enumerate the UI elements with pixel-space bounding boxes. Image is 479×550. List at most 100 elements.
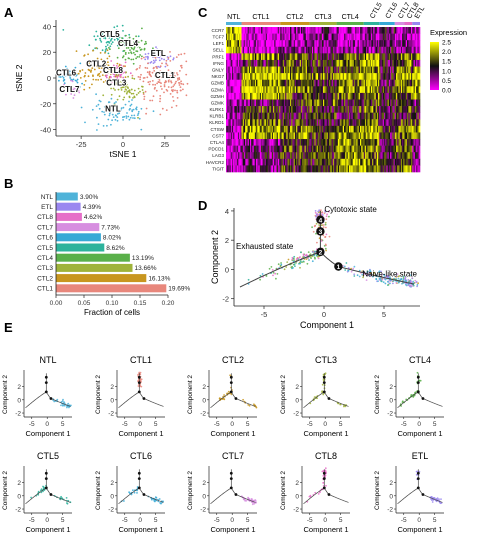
trajectory-point-ntl — [410, 274, 412, 276]
heatmap-cell — [376, 158, 379, 166]
heatmap-cell — [242, 99, 245, 107]
heatmap-cell — [266, 106, 269, 113]
tsne-point-ctl3 — [128, 89, 131, 92]
trajectory-point-ctl6 — [358, 269, 361, 272]
heatmap-cell — [412, 46, 414, 54]
heatmap-cell — [387, 86, 390, 94]
heatmap-cell — [307, 125, 309, 133]
heatmap-cell — [252, 152, 254, 160]
heatmap-cell — [397, 53, 399, 61]
heatmap-cell — [237, 139, 240, 146]
heatmap-cell — [337, 125, 340, 133]
heatmap-cell — [270, 119, 273, 127]
heatmap-cell — [293, 139, 296, 146]
heatmap-cell — [274, 59, 276, 67]
tsne-point-ctl1 — [149, 80, 152, 83]
heatmap-cell — [299, 59, 302, 67]
heatmap-cell — [315, 73, 318, 81]
heatmap-cell — [250, 86, 252, 94]
heatmap-cell — [399, 165, 402, 173]
heatmap-cell — [374, 53, 376, 61]
heatmap-cell — [229, 40, 232, 48]
heatmap-cell — [231, 99, 234, 107]
heatmap-cell — [291, 73, 293, 81]
heatmap-cell — [258, 112, 261, 120]
heatmap-cell — [252, 112, 254, 120]
heatmap-cell — [305, 106, 308, 113]
heatmap-cell — [367, 86, 369, 94]
tsne-point-ctl2 — [98, 75, 101, 78]
heatmap-cell — [265, 73, 268, 81]
heatmap-cell — [313, 40, 315, 48]
heatmap-cell — [351, 66, 353, 74]
tsne-point-ctl4 — [132, 62, 135, 65]
heatmap-cell — [380, 73, 382, 81]
heatmap-cell — [305, 145, 308, 153]
heatmap-cell — [329, 40, 331, 48]
heatmap-cell — [364, 119, 367, 127]
heatmap-cell — [293, 145, 296, 153]
heatmap-cell — [355, 132, 357, 140]
tsne-point-ntl — [130, 114, 133, 117]
tsne-point-etl — [159, 55, 162, 58]
heatmap-cell — [237, 112, 240, 120]
y-tick-label: -2 — [200, 411, 206, 418]
trajectory-point-ctl5 — [299, 260, 302, 263]
heatmap-cell — [286, 53, 288, 61]
tsne-point-ntl — [111, 113, 114, 116]
heatmap-cell — [316, 73, 319, 81]
tsne-point-ctl5 — [105, 41, 108, 44]
heatmap-cell — [409, 145, 412, 153]
heatmap-cell — [271, 132, 274, 140]
heatmap-cell — [259, 145, 262, 153]
heatmap-cell — [268, 27, 270, 34]
heatmap-cell — [299, 66, 302, 74]
heatmap-cell — [332, 53, 335, 61]
heatmap-cell — [376, 33, 379, 41]
heatmap-cell — [345, 86, 347, 94]
heatmap-cell — [290, 73, 292, 81]
heatmap-cell — [246, 99, 248, 107]
heatmap-cell — [239, 139, 241, 146]
heatmap-cell — [270, 152, 273, 160]
heatmap-cell — [342, 66, 345, 74]
heatmap-cell — [314, 165, 316, 173]
heatmap-cell — [285, 139, 287, 146]
heatmap-cell — [236, 152, 239, 160]
heatmap-cell — [335, 132, 337, 140]
heatmap-cell — [302, 152, 304, 160]
heatmap-cell — [318, 27, 320, 34]
heatmap-cell — [236, 73, 239, 81]
heatmap-cell — [355, 165, 357, 173]
heatmap-cell — [241, 145, 244, 153]
tsne-point-ctl1 — [161, 88, 163, 90]
heatmap-cell — [227, 66, 229, 74]
x-tick-label: 0 — [230, 421, 234, 428]
gene-label: GZMA — [211, 87, 225, 92]
heatmap-cell — [277, 106, 280, 113]
heatmap-cell — [402, 158, 404, 166]
heatmap-cell — [364, 106, 367, 113]
heatmap-cell — [343, 125, 346, 133]
heatmap-cell — [259, 27, 262, 34]
heatmap-cell — [276, 59, 279, 67]
heatmap-cell — [385, 59, 387, 67]
heatmap-cell — [391, 152, 393, 160]
heatmap-cell — [373, 79, 375, 87]
heatmap-cell — [342, 79, 345, 87]
heatmap-cell — [270, 132, 273, 140]
heatmap-cell — [236, 132, 239, 140]
tsne-point-ctl1 — [179, 65, 182, 67]
heatmap-cell — [266, 145, 269, 153]
heatmap-cell — [325, 152, 327, 160]
tsne-point-ctl3 — [117, 88, 120, 91]
heatmap-cell — [290, 165, 292, 173]
heatmap-cell — [299, 73, 302, 81]
heatmap-cell — [350, 59, 352, 67]
heatmap-cell — [325, 86, 327, 94]
heatmap-cell — [382, 27, 385, 34]
heatmap-cell — [343, 112, 346, 120]
heatmap-cell — [381, 73, 384, 81]
tsne-point-ctl4 — [136, 45, 139, 48]
